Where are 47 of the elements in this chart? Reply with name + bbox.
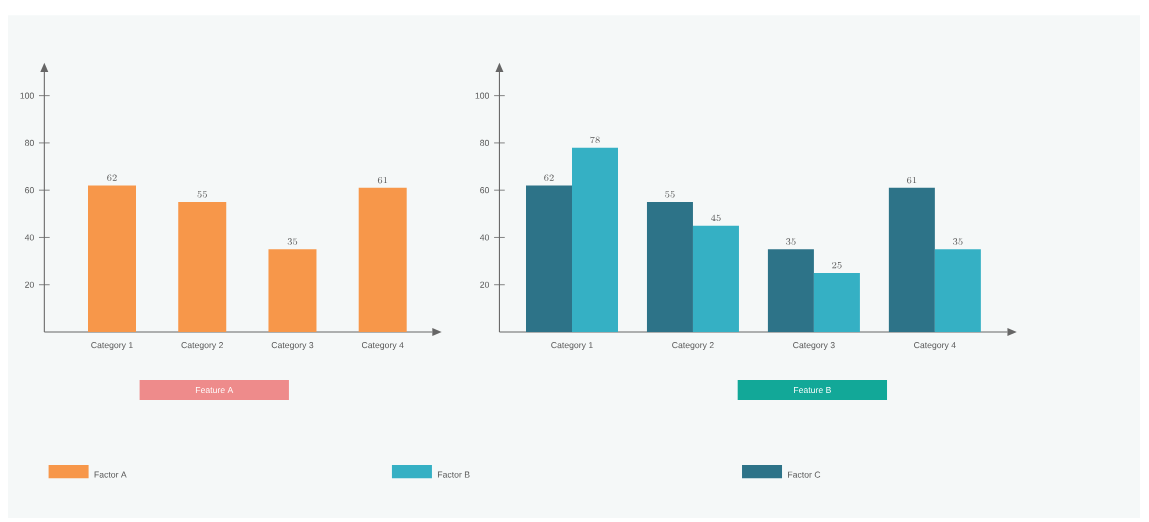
text: Feature B xyxy=(794,387,831,394)
x-tick-label: Category 1 xyxy=(91,342,133,350)
x-tick-label: Category 2 xyxy=(672,342,714,350)
text: Feature A xyxy=(195,387,234,394)
y-tick-label: 40 xyxy=(24,234,34,241)
y-tick-label: 20 xyxy=(480,281,490,288)
data-label: 25 xyxy=(832,262,842,269)
bar xyxy=(526,185,573,332)
x-tick-label: Category 1 xyxy=(551,342,593,350)
x-tick-label: Category 4 xyxy=(361,342,404,350)
y-tick-label: 60 xyxy=(480,187,490,194)
data-label: 45 xyxy=(711,214,721,222)
legend-label: Factor C xyxy=(788,471,821,478)
data-label: 35 xyxy=(287,238,298,245)
bar xyxy=(358,187,407,332)
bar xyxy=(934,249,981,332)
bar xyxy=(268,249,317,332)
bar xyxy=(572,147,619,332)
x-tick-label: Category 4 xyxy=(914,342,956,350)
data-label: 61 xyxy=(377,176,388,184)
bar xyxy=(646,202,693,332)
y-tick-label: 20 xyxy=(25,281,34,288)
bar xyxy=(888,187,935,332)
data-label: 55 xyxy=(665,191,675,198)
data-label: 78 xyxy=(590,136,600,144)
y-tick-label: 80 xyxy=(480,139,490,146)
x-tick-label: Category 2 xyxy=(181,342,223,350)
data-label: 62 xyxy=(544,174,554,181)
bar xyxy=(178,202,227,332)
bar xyxy=(88,185,137,332)
bar xyxy=(692,225,739,332)
y-tick-label: 100 xyxy=(20,92,34,99)
data-label: 35 xyxy=(786,238,796,245)
legend-label: Factor B xyxy=(437,471,470,478)
data-label: 35 xyxy=(953,238,963,245)
legend-label: Factor A xyxy=(94,471,127,478)
data-label: 61 xyxy=(907,176,917,184)
data-label: 55 xyxy=(197,191,207,198)
y-tick-label: 40 xyxy=(479,234,490,241)
x-tick-label: Category 3 xyxy=(793,342,835,350)
data-label: 62 xyxy=(107,174,117,181)
y-tick-label: 100 xyxy=(475,92,490,99)
y-tick-label: 60 xyxy=(25,187,34,194)
bar xyxy=(767,249,814,332)
y-tick-label: 80 xyxy=(25,139,34,146)
bar xyxy=(813,272,860,332)
x-tick-label: Category 3 xyxy=(271,342,314,350)
